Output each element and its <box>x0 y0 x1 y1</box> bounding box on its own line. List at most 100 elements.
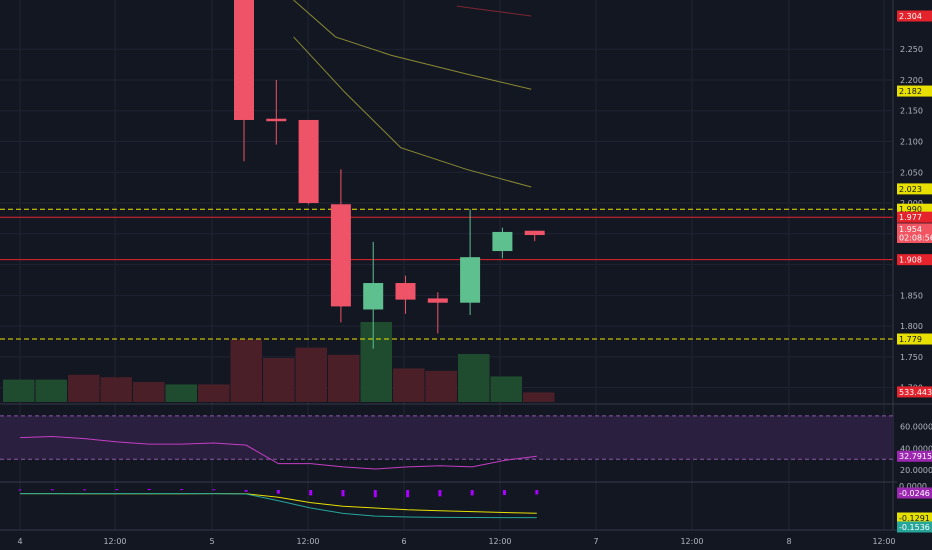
time-tick-label: 8 <box>786 537 791 546</box>
time-tick-label: 7 <box>593 537 598 546</box>
volume-bar <box>100 377 132 402</box>
macd-histogram-bar <box>438 490 442 497</box>
price-tick-label: 2.150 <box>900 107 923 116</box>
volume-bar <box>328 354 360 402</box>
rsi-tick-label: 40.0000 <box>900 444 932 453</box>
candle-body[interactable] <box>492 231 513 252</box>
rsi-tick-label: 60.0000 <box>900 423 932 432</box>
price-tag-label: 533.443K <box>899 388 932 397</box>
time-tick-label: 12:00 <box>872 537 895 546</box>
rsi-line[interactable] <box>19 435 537 470</box>
macd-histogram-bar <box>406 490 410 498</box>
horizontal-levels <box>0 208 893 340</box>
volume-bar <box>360 322 392 402</box>
price-tag-label: 1.990 <box>899 205 922 214</box>
macd-histogram-bar <box>147 488 151 490</box>
candle-body[interactable] <box>298 119 319 204</box>
price-tick-label: 2.100 <box>900 138 923 147</box>
ma-line <box>293 0 532 90</box>
rsi-panel: 60.0000 40.0000 20.0000 32.7915 <box>0 415 932 475</box>
macd-histogram-bar <box>373 490 377 498</box>
ma-line <box>456 5 532 17</box>
price-tick-label: 2.000 <box>900 199 923 208</box>
price-tag-bg <box>897 85 932 97</box>
volume-bar <box>35 379 67 402</box>
macd-signal-line[interactable] <box>20 493 537 519</box>
price-tag-bg <box>897 386 932 398</box>
candle-body[interactable] <box>330 204 351 307</box>
price-tag-bg <box>897 223 932 235</box>
time-tick-label: 4 <box>17 537 22 546</box>
macd-histogram-bar <box>341 490 345 497</box>
time-tick-label: 5 <box>209 537 214 546</box>
volume-bar <box>3 379 35 402</box>
price-tick-label: 1.800 <box>900 322 923 331</box>
volume-bars <box>3 322 555 402</box>
macd-histogram-bar <box>115 489 119 491</box>
rsi-band <box>0 415 893 460</box>
time-tick-label: 12:00 <box>296 537 319 546</box>
time-tick-label: 6 <box>401 537 406 546</box>
price-tick-label: 2.250 <box>900 45 923 54</box>
macd-value-tag: -0.1291 <box>899 514 930 523</box>
price-tag-label: 1.779 <box>899 335 922 344</box>
candle-body[interactable] <box>427 298 448 303</box>
moving-averages <box>293 0 532 188</box>
ma-line <box>293 36 532 188</box>
price-tick-label: 2.200 <box>900 76 923 85</box>
volume-bar <box>230 339 262 402</box>
price-tag-label: 2.304 <box>899 12 922 21</box>
macd-histogram-bar <box>244 490 248 492</box>
price-tag-bg <box>897 211 932 223</box>
price-tick-label: 1.850 <box>900 291 923 300</box>
volume-bar <box>490 376 522 402</box>
price-tick-label: 1.750 <box>900 353 923 362</box>
volume-bar <box>133 382 165 402</box>
time-axis: 4 12:00 5 12:00 6 12:00 7 12:00 8 12:00 <box>17 537 895 546</box>
time-tick-label: 12:00 <box>103 537 126 546</box>
time-tick-label: 12:00 <box>488 537 511 546</box>
price-tag-label: 1.908 <box>899 256 922 265</box>
volume-bar <box>198 384 230 402</box>
volume-bar <box>393 368 425 402</box>
candle-body[interactable] <box>266 118 287 122</box>
volume-bar <box>523 392 555 402</box>
candles[interactable] <box>234 0 545 349</box>
price-tag-bg <box>897 231 932 243</box>
candle-body[interactable] <box>524 230 545 236</box>
price-tag-label: 2.182 <box>899 87 922 96</box>
macd-value-tag-bg <box>897 512 932 524</box>
macd-value-tag: -0.1536 <box>899 523 930 532</box>
candle-body[interactable] <box>460 257 481 303</box>
volume-bar <box>458 354 490 402</box>
rsi-value-tag-bg <box>897 450 932 462</box>
rsi-value-tag: 32.7915 <box>899 452 932 461</box>
macd-histogram-bar <box>50 489 54 491</box>
macd-panel: 0.0000-0.0246 -0.1291-0.1536 <box>18 480 932 533</box>
candle-body[interactable] <box>363 283 384 310</box>
time-tick-label: 12:00 <box>680 537 703 546</box>
price-tag-bg <box>897 10 932 22</box>
volume-bar <box>263 358 295 402</box>
candle-body[interactable] <box>395 283 416 300</box>
macd-histogram-bar <box>470 490 474 496</box>
macd-histogram-bar <box>503 490 506 496</box>
price-tag-bg <box>897 333 932 345</box>
macd-value-tag-bg <box>897 487 932 499</box>
candle-body[interactable] <box>234 0 254 120</box>
macd-histogram-bar <box>18 489 22 491</box>
macd-histogram-bar <box>276 490 280 494</box>
macd-histogram-bar <box>535 490 539 495</box>
volume-bar <box>295 347 327 402</box>
price-tag-bg <box>897 203 932 215</box>
price-tag-label: 1.977 <box>899 213 922 222</box>
macd-value-tag-bg <box>897 480 932 492</box>
macd-value-tag: 0.0000 <box>899 482 927 491</box>
price-tick-label: 2.050 <box>900 168 923 177</box>
volume-bar <box>68 374 100 402</box>
price-tag-label: 2.023 <box>899 185 922 194</box>
macd-histogram-bar <box>309 490 313 496</box>
volume-bar <box>425 370 457 402</box>
